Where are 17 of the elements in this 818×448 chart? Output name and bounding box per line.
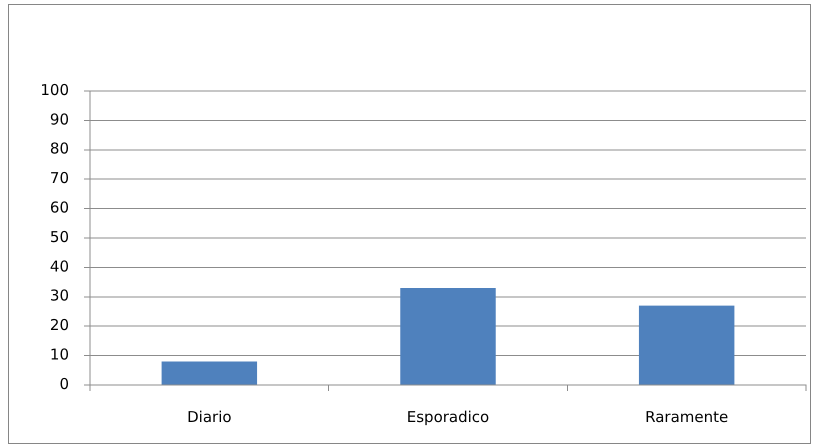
y-tick-label: 100 [40, 80, 69, 99]
y-tick-label: 50 [50, 228, 69, 246]
y-tick-label: 30 [50, 286, 69, 305]
y-tick-label: 70 [50, 169, 69, 188]
bar [162, 361, 258, 384]
bar [638, 306, 734, 384]
y-tick-label: 60 [50, 198, 69, 216]
x-tick-label: Esporadico [406, 408, 490, 426]
x-tick-label: Raramente [645, 408, 728, 426]
y-tick-label: 80 [50, 140, 69, 158]
y-tick-label: 0 [59, 374, 69, 393]
y-tick-label: 10 [50, 345, 69, 364]
y-tick-label: 20 [50, 316, 69, 334]
bar [400, 288, 496, 384]
y-tick-label: 40 [50, 257, 69, 276]
y-tick-label: 90 [50, 110, 69, 128]
x-tick-label: Diario [187, 408, 232, 426]
